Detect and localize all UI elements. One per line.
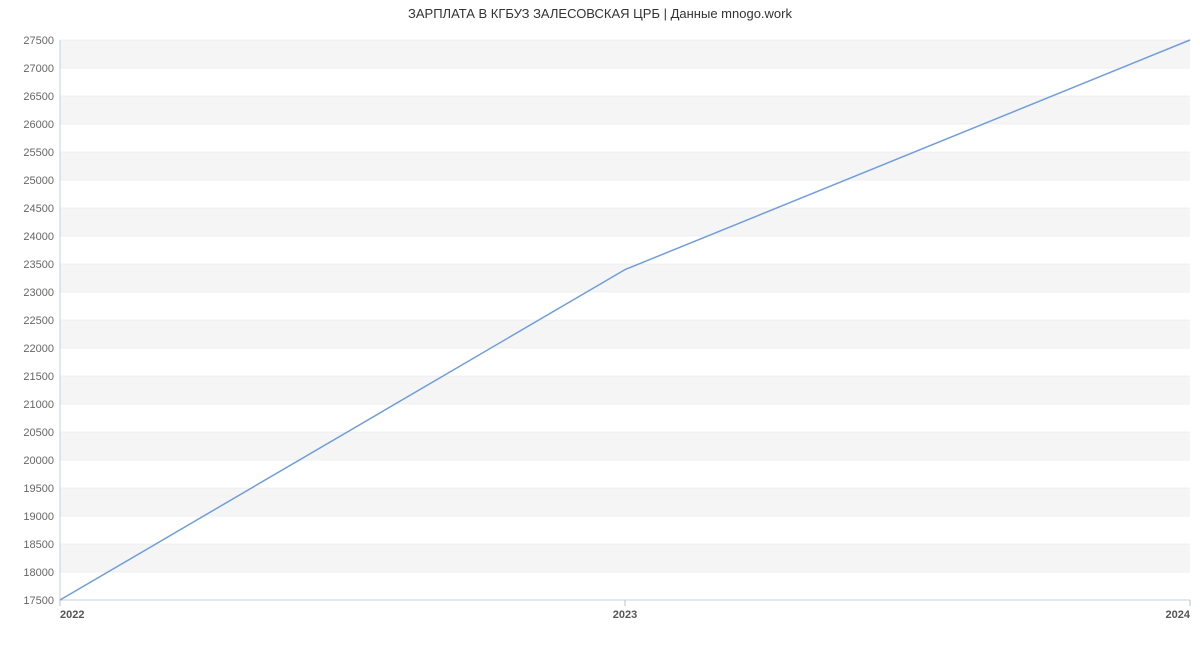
grid-band xyxy=(60,152,1190,180)
y-tick-label: 19000 xyxy=(23,511,54,523)
y-tick-label: 18500 xyxy=(23,539,54,551)
grid-band xyxy=(60,376,1190,404)
grid-band xyxy=(60,96,1190,124)
grid-band xyxy=(60,264,1190,292)
y-tick-label: 19500 xyxy=(23,483,54,495)
y-tick-label: 22000 xyxy=(23,343,54,355)
y-tick-label: 23500 xyxy=(23,259,54,271)
y-tick-label: 25000 xyxy=(23,175,54,187)
salary-line-chart: ЗАРПЛАТА В КГБУЗ ЗАЛЕСОВСКАЯ ЦРБ | Данны… xyxy=(0,0,1200,650)
x-tick-label: 2023 xyxy=(613,609,637,621)
y-tick-label: 25500 xyxy=(23,147,54,159)
y-tick-label: 27500 xyxy=(23,35,54,47)
y-tick-label: 17500 xyxy=(23,595,54,607)
y-tick-label: 24500 xyxy=(23,203,54,215)
y-tick-label: 26500 xyxy=(23,91,54,103)
y-tick-label: 26000 xyxy=(23,119,54,131)
grid-band xyxy=(60,320,1190,348)
grid-band xyxy=(60,544,1190,572)
grid-band xyxy=(60,432,1190,460)
y-tick-label: 24000 xyxy=(23,231,54,243)
y-tick-label: 18000 xyxy=(23,567,54,579)
y-tick-label: 20000 xyxy=(23,455,54,467)
grid-band xyxy=(60,208,1190,236)
y-tick-label: 23000 xyxy=(23,287,54,299)
grid-band xyxy=(60,488,1190,516)
chart-svg: 17500 18000 18500 19000 19500 20000 20500 21000… xyxy=(0,0,1200,650)
y-tick-label: 21500 xyxy=(23,371,54,383)
y-tick-label: 27000 xyxy=(23,63,54,75)
y-tick-label: 20500 xyxy=(23,427,54,439)
y-tick-label: 21000 xyxy=(23,399,54,411)
x-tick-label: 2022 xyxy=(60,609,84,621)
x-tick-label: 2024 xyxy=(1166,609,1191,621)
grid-band xyxy=(60,40,1190,68)
y-tick-label: 22500 xyxy=(23,315,54,327)
